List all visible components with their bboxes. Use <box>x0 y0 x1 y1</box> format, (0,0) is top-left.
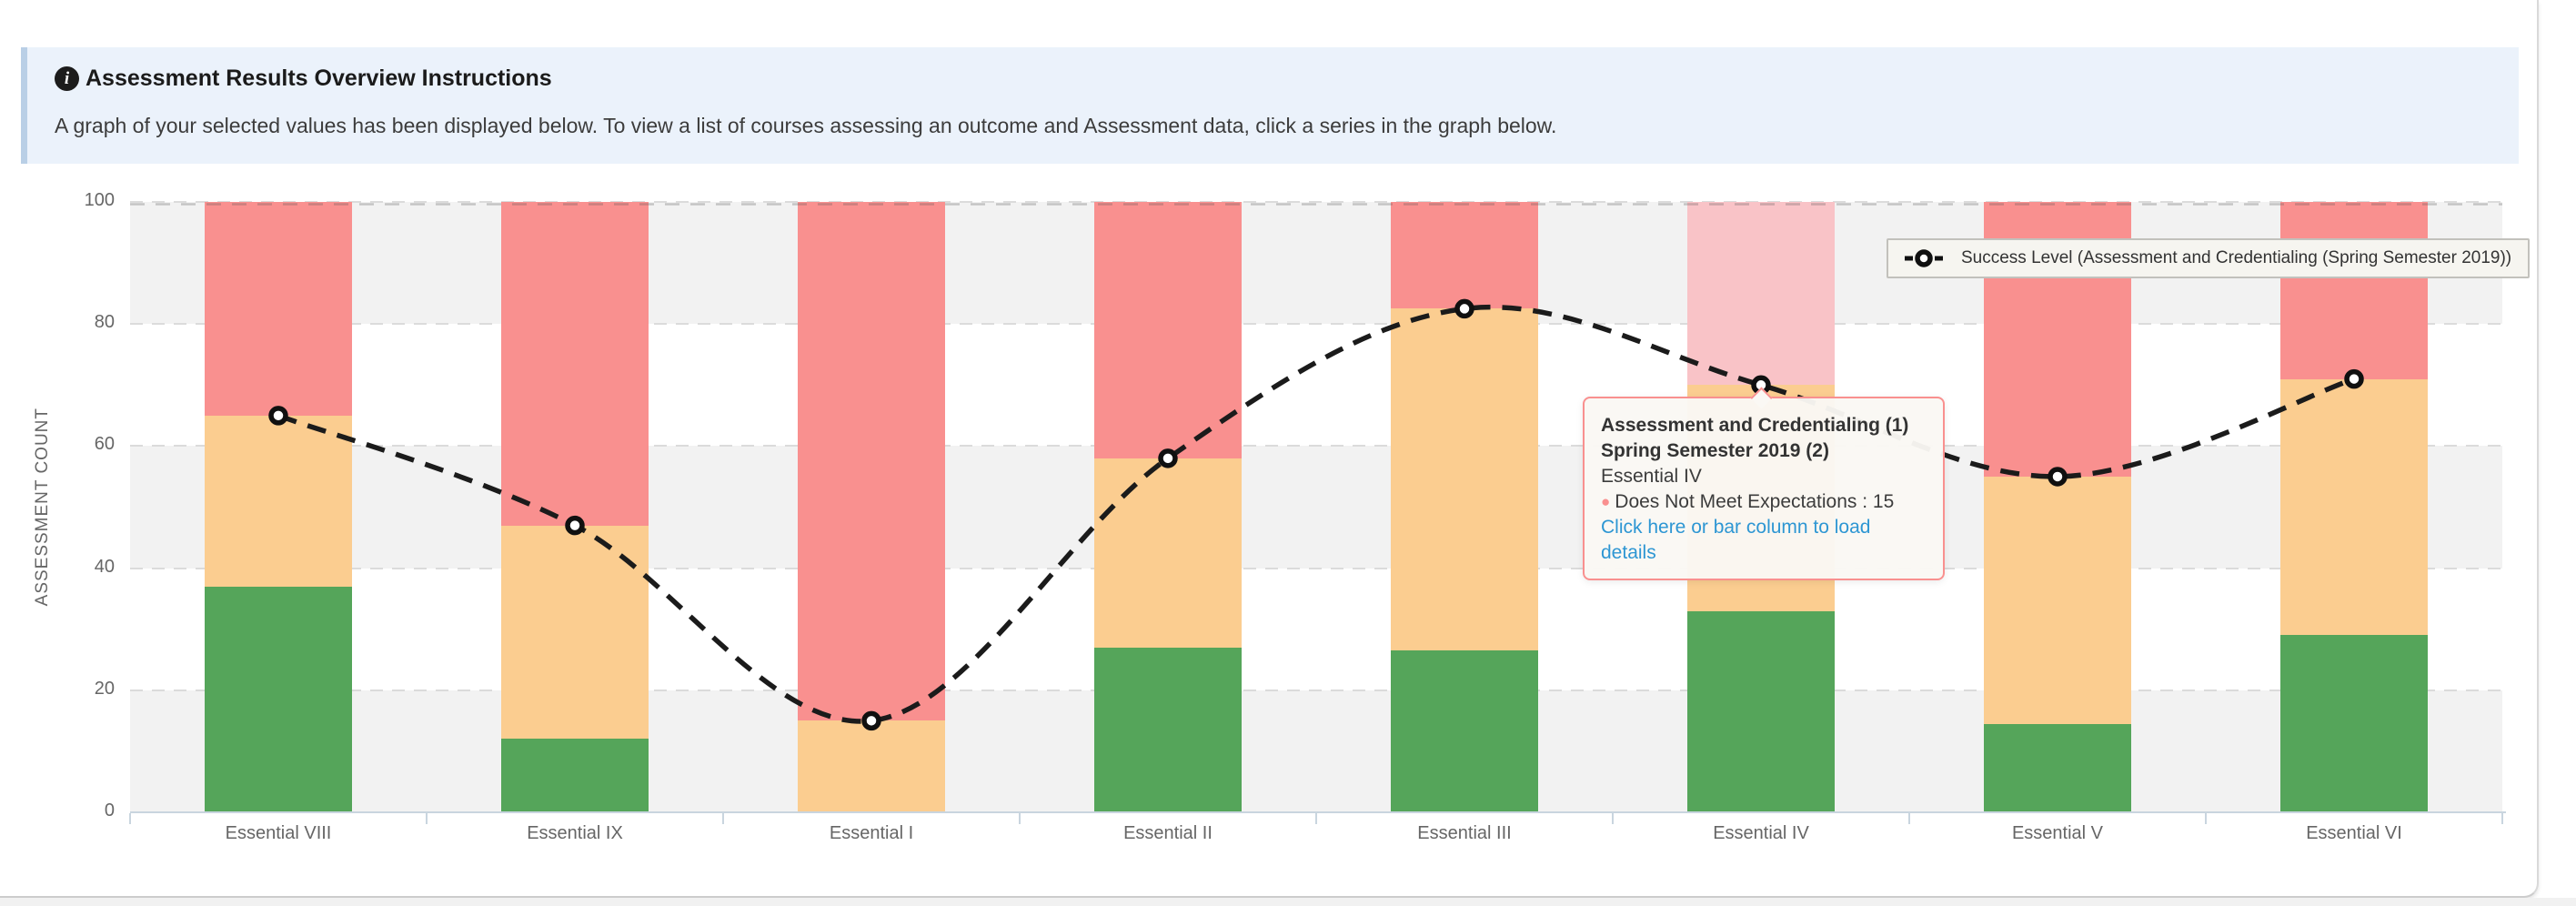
bar-segment-orange[interactable] <box>1094 458 1242 648</box>
x-tick-label: Essential III <box>1417 823 1512 843</box>
x-tick <box>1019 813 1021 824</box>
x-tick <box>1315 813 1317 824</box>
grid-line <box>130 445 2502 448</box>
tooltip-series-group: Assessment and Credentialing (1) <box>1601 415 1909 436</box>
legend-label: Success Level (Assessment and Credential… <box>1961 248 2512 267</box>
bar-segment-orange[interactable] <box>798 720 945 812</box>
x-tick <box>722 813 724 824</box>
bar-column[interactable] <box>1984 202 2131 812</box>
info-icon: i <box>55 66 79 91</box>
tooltip-term: Spring Semester 2019 (2) <box>1601 440 1829 461</box>
bar-segment-red[interactable] <box>2280 202 2428 379</box>
bar-segment-green[interactable] <box>1984 723 2131 812</box>
line-point-marker[interactable] <box>565 515 585 536</box>
grid-line <box>130 201 2502 203</box>
y-axis-title: ASSESSMENT COUNT <box>33 408 52 607</box>
line-point-marker[interactable] <box>1454 298 1474 319</box>
x-tick <box>129 813 131 824</box>
success-level-line-series[interactable] <box>130 202 2502 812</box>
instructions-banner: i Assessment Results Overview Instructio… <box>21 47 2519 164</box>
success-level-line[interactable] <box>277 304 2355 724</box>
x-tick-label: Essential V <box>2011 823 2104 843</box>
line-point-marker[interactable] <box>2344 368 2364 389</box>
bar-segment-red[interactable] <box>1391 202 1538 309</box>
legend-marker-icon <box>1905 249 1943 267</box>
line-point-marker[interactable] <box>268 406 288 426</box>
x-tick <box>426 813 428 824</box>
bar-segment-green[interactable] <box>501 739 649 812</box>
page-background-strip <box>0 898 2576 906</box>
bar-segment-red[interactable] <box>501 202 649 526</box>
x-tick-label: Essential VIII <box>225 823 332 843</box>
line-point-marker[interactable] <box>1158 448 1178 468</box>
y-tick-label: 60 <box>94 434 115 455</box>
bar-segment-red[interactable] <box>1687 202 1835 386</box>
banner-body: A graph of your selected values has been… <box>55 114 1557 137</box>
banner-title-row: i Assessment Results Overview Instructio… <box>55 65 2491 92</box>
grid-line <box>130 567 2502 569</box>
bar-segment-green[interactable] <box>1094 647 1242 812</box>
x-axis-line <box>130 811 2506 813</box>
bar-segment-orange[interactable] <box>1984 476 2131 724</box>
y-tick-label: 80 <box>94 312 115 333</box>
bar-segment-orange[interactable] <box>205 415 352 587</box>
bar-segment-green[interactable] <box>2280 635 2428 812</box>
line-point-marker[interactable] <box>861 710 881 731</box>
y-tick-label: 100 <box>84 190 115 210</box>
y-tick-label: 20 <box>94 678 115 699</box>
x-tick-label: Essential IV <box>1713 823 1809 843</box>
bar-segment-red[interactable] <box>205 202 352 416</box>
legend[interactable]: Success Level (Assessment and Credential… <box>1887 238 2531 278</box>
tooltip-value-row: ● Does Not Meet Expectations : 15 <box>1601 489 1927 515</box>
bar-segment-red[interactable] <box>798 202 945 721</box>
grid-line <box>130 689 2502 691</box>
tooltip-value: Does Not Meet Expectations : 15 <box>1615 491 1895 512</box>
banner-title: Assessment Results Overview Instructions <box>86 65 552 91</box>
plot-area <box>130 201 2502 812</box>
bar-segment-green[interactable] <box>1391 650 1538 812</box>
bar-segment-green[interactable] <box>1687 610 1835 812</box>
bar-segment-green[interactable] <box>205 586 352 812</box>
y-tick-label: 0 <box>104 800 115 820</box>
grid-line <box>130 323 2502 326</box>
x-tick-label: Essential IX <box>527 823 623 843</box>
x-tick <box>2205 813 2207 824</box>
bar-column[interactable] <box>1391 202 1538 812</box>
bar-column[interactable] <box>205 202 352 812</box>
x-tick <box>2501 813 2503 824</box>
tooltip-category: Essential IV <box>1601 466 1702 487</box>
line-point-marker[interactable] <box>2048 467 2068 487</box>
bar-column[interactable] <box>1094 202 1242 812</box>
bar-column[interactable] <box>501 202 649 812</box>
bar-column[interactable] <box>2280 202 2428 812</box>
x-tick-label: Essential I <box>829 823 914 843</box>
x-tick-label: Essential VI <box>2306 823 2402 843</box>
bar-segment-red[interactable] <box>1094 202 1242 458</box>
x-tick-label: Essential II <box>1123 823 1213 843</box>
assessment-overview-card: i Assessment Results Overview Instructio… <box>0 0 2539 898</box>
tooltip-load-details-link[interactable]: Click here or bar column to load details <box>1601 517 1871 563</box>
x-tick <box>1908 813 1910 824</box>
chart-tooltip: Assessment and Credentialing (1) Spring … <box>1583 387 1945 580</box>
bar-column[interactable] <box>798 202 945 812</box>
series-bullet-icon: ● <box>1601 493 1611 510</box>
x-tick <box>1612 813 1614 824</box>
y-tick-label: 40 <box>94 556 115 577</box>
bar-segment-orange[interactable] <box>2280 378 2428 636</box>
bar-segment-orange[interactable] <box>1391 308 1538 651</box>
